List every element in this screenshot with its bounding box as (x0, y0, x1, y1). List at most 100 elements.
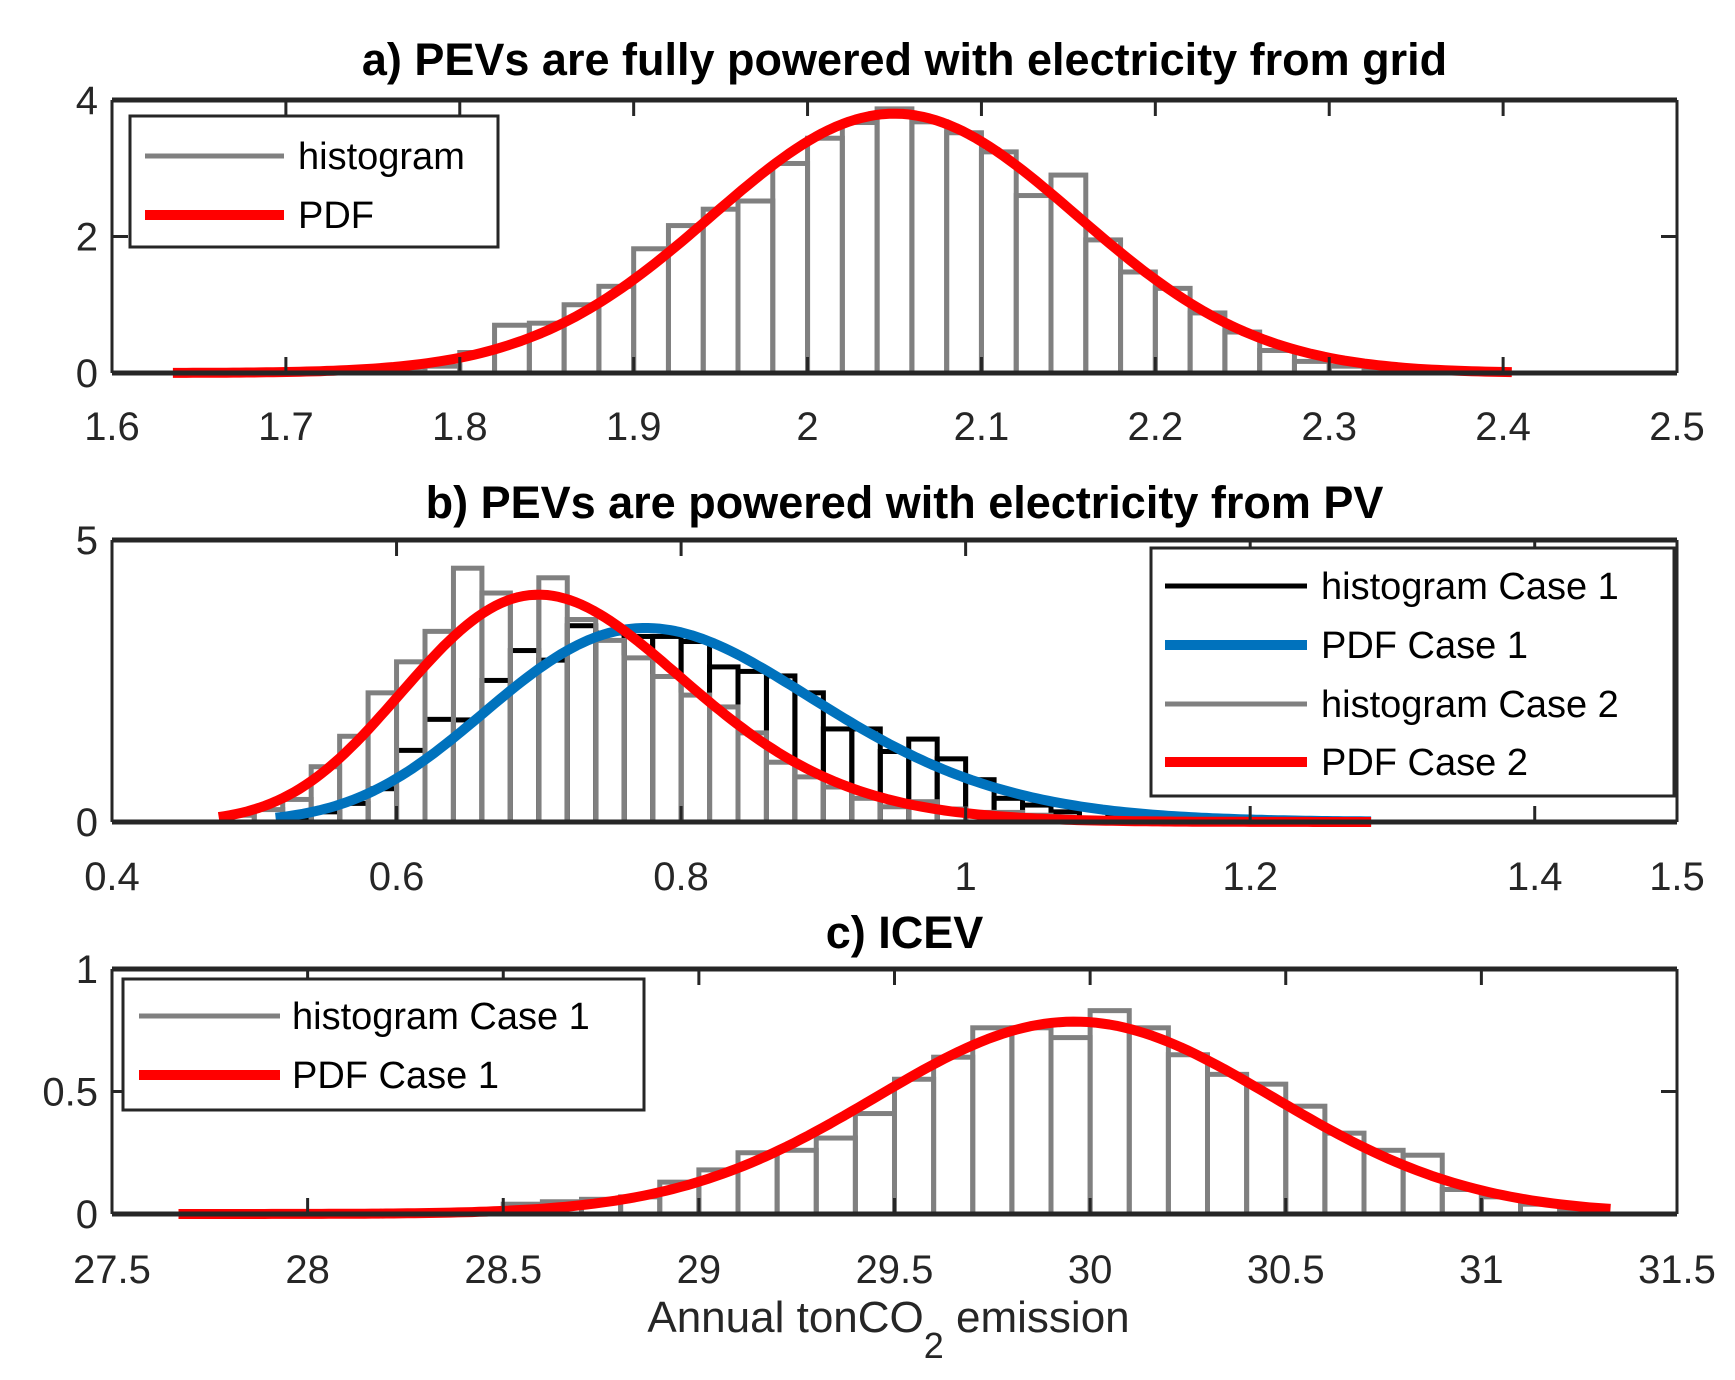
y-tick-label: 5 (76, 519, 98, 563)
legend-box (1149, 546, 1676, 798)
x-tick-label: 0.8 (653, 855, 709, 899)
histogram-bar (970, 1025, 1015, 1217)
histogram-bar (621, 655, 656, 825)
histogram-bar (792, 690, 826, 825)
legend-box (128, 114, 500, 249)
x-tick-label: 1.9 (606, 405, 662, 449)
histogram-bar (978, 149, 1019, 376)
histogram-bar (909, 119, 950, 376)
x-tick-label: 2.1 (954, 405, 1010, 449)
x-tick-label: 30.5 (1247, 1248, 1325, 1292)
histogram-bar (678, 692, 713, 825)
legend: histogram PDF (128, 114, 500, 249)
histogram-bar (877, 749, 912, 825)
histogram-bar (1257, 347, 1297, 376)
histogram-bar (1205, 1071, 1250, 1217)
x-axis-label: Annual tonCO2 emission (647, 1293, 1129, 1366)
panel-c: c) ICEV 27.5 28 28.5 29 29.5 30 30.5 31 31.5 0 0.5 1… (42, 907, 1716, 1366)
y-tick-label: 0.5 (42, 1071, 98, 1115)
legend-label: histogram Case 1 (292, 996, 590, 1038)
histogram-bar (770, 160, 811, 376)
histogram-bar (849, 726, 883, 825)
legend-label: histogram Case 2 (1321, 684, 1619, 726)
histogram-bar (1087, 1008, 1132, 1217)
x-tick-label: 27.5 (73, 1248, 151, 1292)
histogram-bar (1165, 1052, 1210, 1217)
x-tick-label: 29 (677, 1248, 722, 1292)
histogram-bar (536, 657, 570, 825)
histogram-bar (820, 784, 855, 825)
histogram-bar (735, 198, 776, 376)
panel-a: a) PEVs are fully powered with electrici… (76, 34, 1705, 449)
y-tick-label: 1 (76, 948, 98, 992)
histogram-bar (805, 135, 845, 376)
x-tick-label: 28 (285, 1248, 330, 1292)
x-tick-label: 1.6 (84, 405, 140, 449)
x-tick-label: 2.4 (1475, 405, 1531, 449)
legend: histogram Case 1 PDF Case 1 (121, 977, 646, 1112)
histogram-bar (931, 1054, 976, 1217)
y-tick-label: 4 (76, 79, 98, 123)
y-tick-label: 0 (76, 1193, 98, 1237)
histogram-bar (564, 623, 599, 825)
histogram-bar (1083, 237, 1124, 376)
x-tick-label: 31.5 (1638, 1248, 1716, 1292)
x-tick-label: 0.6 (369, 855, 425, 899)
x-tick-label: 2.2 (1128, 405, 1184, 449)
x-tick-label: 0.4 (84, 855, 140, 899)
histogram-bar (1118, 269, 1158, 376)
histogram-bar (678, 639, 713, 825)
histogram-bar (874, 106, 915, 376)
x-tick-label: 29.5 (856, 1248, 934, 1292)
histogram-bar (763, 759, 798, 825)
y-tick-label: 2 (76, 216, 98, 260)
chart-title: b) PEVs are powered with electricity fro… (426, 477, 1384, 528)
legend-box (121, 977, 646, 1112)
x-tick-label: 2.5 (1649, 405, 1705, 449)
y-tick-label: 0 (76, 352, 98, 396)
x-tick-label: 2 (796, 405, 818, 449)
histogram-bar (507, 595, 542, 825)
histogram-bar (593, 630, 627, 825)
histogram-bar (892, 1076, 937, 1217)
histogram-bar (792, 774, 826, 825)
histogram-bar (621, 633, 656, 825)
histogram-bar (650, 673, 684, 825)
histogram-bar (707, 664, 741, 825)
x-axis-label-suffix: emission (944, 1293, 1130, 1342)
legend-label: PDF Case 2 (1321, 742, 1528, 784)
histogram-bar (536, 575, 570, 825)
x-tick-label: 1 (955, 855, 977, 899)
histogram-bar (1013, 193, 1054, 376)
legend-label: histogram Case 1 (1321, 566, 1619, 608)
histogram-bar (1048, 1035, 1093, 1217)
x-tick-label: 1.5 (1649, 855, 1705, 899)
pdf-line-pdf (172, 108, 1512, 378)
x-tick-label: 31 (1459, 1248, 1504, 1292)
chart-title: c) ICEV (826, 907, 984, 958)
y-tick-label: 0 (76, 801, 98, 845)
histogram-bar (852, 1111, 897, 1217)
x-axis-label-subscript: 2 (924, 1325, 944, 1366)
panel-b: b) PEVs are powered with electricity fro… (76, 477, 1705, 899)
histogram-bar (1009, 1025, 1054, 1217)
x-tick-label: 1.2 (1222, 855, 1278, 899)
legend-label: PDF Case 1 (292, 1055, 499, 1097)
histogram-bar (849, 795, 883, 825)
x-axis-label-main: Annual tonCO (647, 1293, 923, 1342)
x-tick-label: 28.5 (464, 1248, 542, 1292)
x-tick-label: 1.8 (432, 405, 488, 449)
x-tick-label: 30 (1068, 1248, 1113, 1292)
x-tick-label: 2.3 (1301, 405, 1357, 449)
legend-label: histogram (298, 136, 465, 178)
legend-label: PDF Case 1 (1321, 625, 1528, 667)
x-tick-label: 1.7 (258, 405, 314, 449)
histogram-bar (1126, 1025, 1171, 1217)
chart-title: a) PEVs are fully powered with electrici… (362, 34, 1447, 85)
histogram-bar (422, 716, 456, 825)
histogram-bar (774, 1147, 819, 1217)
histogram-bar (813, 1135, 858, 1217)
histogram-bar (839, 120, 880, 376)
histogram-bar (944, 130, 984, 376)
